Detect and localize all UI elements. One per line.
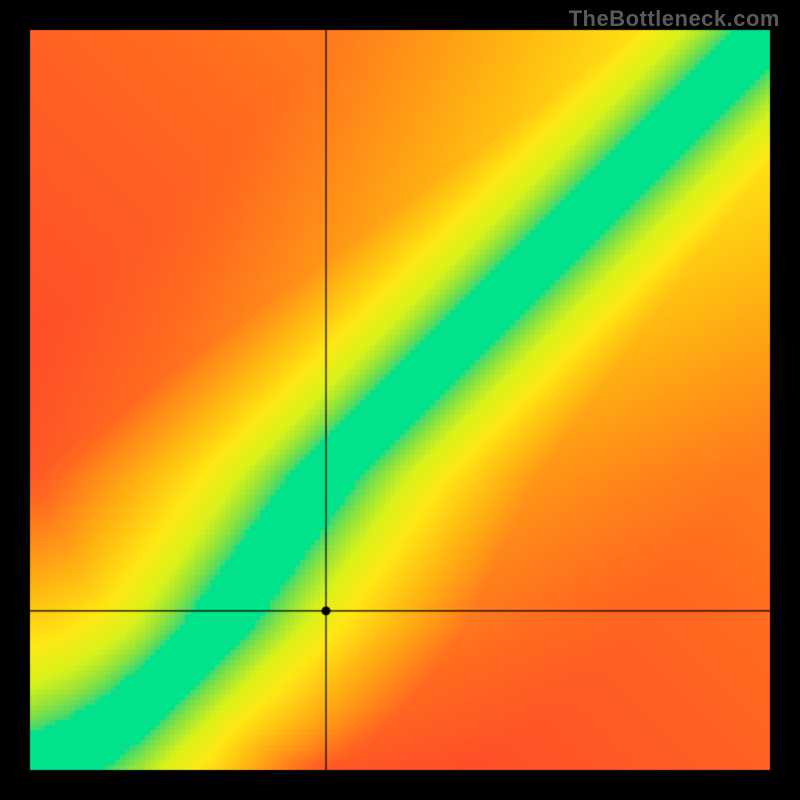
chart-container: TheBottleneck.com bbox=[0, 0, 800, 800]
watermark-text: TheBottleneck.com bbox=[569, 6, 780, 32]
bottleneck-heatmap bbox=[0, 0, 800, 800]
